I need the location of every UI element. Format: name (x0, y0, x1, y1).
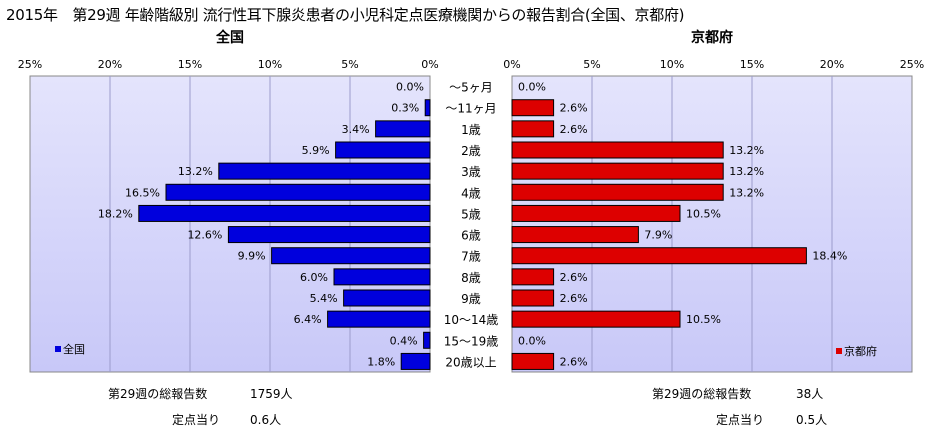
age-category-label: ～11ヶ月 (445, 102, 496, 116)
national-data-label: 6.4% (294, 313, 322, 326)
kyoto-bar (511, 204, 681, 222)
age-category-label: 1歳 (461, 123, 481, 137)
national-data-label: 5.4% (310, 292, 338, 305)
national-bar (271, 247, 431, 265)
kyoto-tick-label: 5% (583, 58, 600, 71)
kyoto-panel-title: 京都府 (691, 29, 733, 46)
kyoto-data-label: 10.5% (686, 207, 721, 220)
kyoto-bar (511, 289, 555, 307)
age-category-label: 6歳 (461, 229, 481, 243)
national-legend-label: 全国 (63, 342, 85, 356)
age-category-label: ～5ヶ月 (449, 81, 493, 95)
age-category-label: 3歳 (461, 165, 481, 179)
kyoto-per-label: 定点当り (716, 413, 765, 427)
national-total-value: 1759人 (250, 387, 293, 401)
national-data-label: 1.8% (367, 355, 395, 368)
kyoto-tick-label: 20% (820, 58, 844, 71)
kyoto-data-label: 7.9% (644, 229, 672, 242)
kyoto-data-label: 2.6% (560, 271, 588, 284)
age-category-label: 7歳 (461, 250, 481, 264)
national-data-label: 5.9% (302, 144, 330, 157)
national-bar (327, 310, 431, 328)
kyoto-data-label: 2.6% (560, 292, 588, 305)
national-bar (335, 141, 431, 159)
kyoto-bar (511, 226, 639, 244)
national-data-label: 3.4% (342, 123, 370, 136)
national-data-label: 13.2% (178, 165, 213, 178)
national-data-label: 9.9% (238, 250, 266, 263)
national-bar (423, 331, 431, 349)
national-bar (227, 226, 431, 244)
kyoto-tick-label: 15% (740, 58, 764, 71)
kyoto-data-label: 2.6% (560, 123, 588, 136)
national-tick-label: 15% (178, 58, 202, 71)
kyoto-tick-label: 0% (503, 58, 520, 71)
national-bar (375, 120, 431, 138)
age-category-label: 15～19歳 (444, 334, 499, 348)
kyoto-total-label: 第29週の総報告数 (652, 387, 752, 401)
age-category-label: 4歳 (461, 186, 481, 200)
kyoto-legend-swatch (836, 348, 842, 354)
national-tick-label: 10% (258, 58, 282, 71)
kyoto-bar (511, 247, 807, 265)
age-category-label: 8歳 (461, 271, 481, 285)
age-category-label: 10～14歳 (444, 313, 499, 327)
kyoto-bar (511, 120, 555, 138)
national-bar (343, 289, 431, 307)
kyoto-legend-label: 京都府 (844, 344, 877, 358)
kyoto-bar (511, 99, 555, 117)
kyoto-tick-label: 10% (660, 58, 684, 71)
national-tick-label: 5% (341, 58, 358, 71)
national-data-label: 0.4% (390, 334, 418, 347)
age-category-label: 9歳 (461, 292, 481, 306)
kyoto-data-label: 0.0% (518, 81, 546, 94)
national-data-label: 18.2% (98, 207, 133, 220)
kyoto-tick-label: 25% (900, 58, 924, 71)
kyoto-data-label: 13.2% (729, 165, 764, 178)
kyoto-data-label: 10.5% (686, 313, 721, 326)
kyoto-data-label: 2.6% (560, 355, 588, 368)
national-data-label: 0.3% (391, 102, 419, 115)
kyoto-bar (511, 183, 724, 201)
national-bar (218, 162, 431, 180)
kyoto-bar (511, 141, 724, 159)
national-bar (165, 183, 431, 201)
age-category-label: 2歳 (461, 144, 481, 158)
kyoto-bar (511, 162, 724, 180)
kyoto-bar (511, 268, 555, 286)
kyoto-data-label: 0.0% (518, 334, 546, 347)
national-bar (138, 204, 431, 222)
kyoto-total-value: 38人 (796, 387, 824, 401)
national-per-label: 定点当り (172, 413, 221, 427)
national-data-label: 0.0% (396, 81, 424, 94)
national-bar (400, 352, 431, 370)
chart-title: 2015年 第29週 年齢階級別 流行性耳下腺炎患者の小児科定点医療機関からの報… (6, 6, 685, 24)
kyoto-data-label: 13.2% (729, 144, 764, 157)
national-per-value: 0.6人 (250, 413, 282, 427)
age-category-label: 5歳 (461, 207, 481, 221)
national-bar (424, 99, 431, 117)
national-data-label: 6.0% (300, 271, 328, 284)
kyoto-bar (511, 310, 681, 328)
age-category-label: 20歳以上 (445, 355, 496, 369)
kyoto-data-label: 18.4% (812, 250, 847, 263)
national-total-label: 第29週の総報告数 (108, 387, 208, 401)
national-bar (333, 268, 431, 286)
kyoto-data-label: 13.2% (729, 186, 764, 199)
kyoto-per-value: 0.5人 (796, 413, 828, 427)
national-panel-title: 全国 (215, 29, 244, 46)
national-tick-label: 0% (421, 58, 438, 71)
kyoto-data-label: 2.6% (560, 102, 588, 115)
national-data-label: 12.6% (187, 229, 222, 242)
national-data-label: 16.5% (125, 186, 160, 199)
kyoto-bar (511, 352, 555, 370)
national-tick-label: 25% (18, 58, 42, 71)
national-legend-swatch (55, 346, 61, 352)
national-tick-label: 20% (98, 58, 122, 71)
